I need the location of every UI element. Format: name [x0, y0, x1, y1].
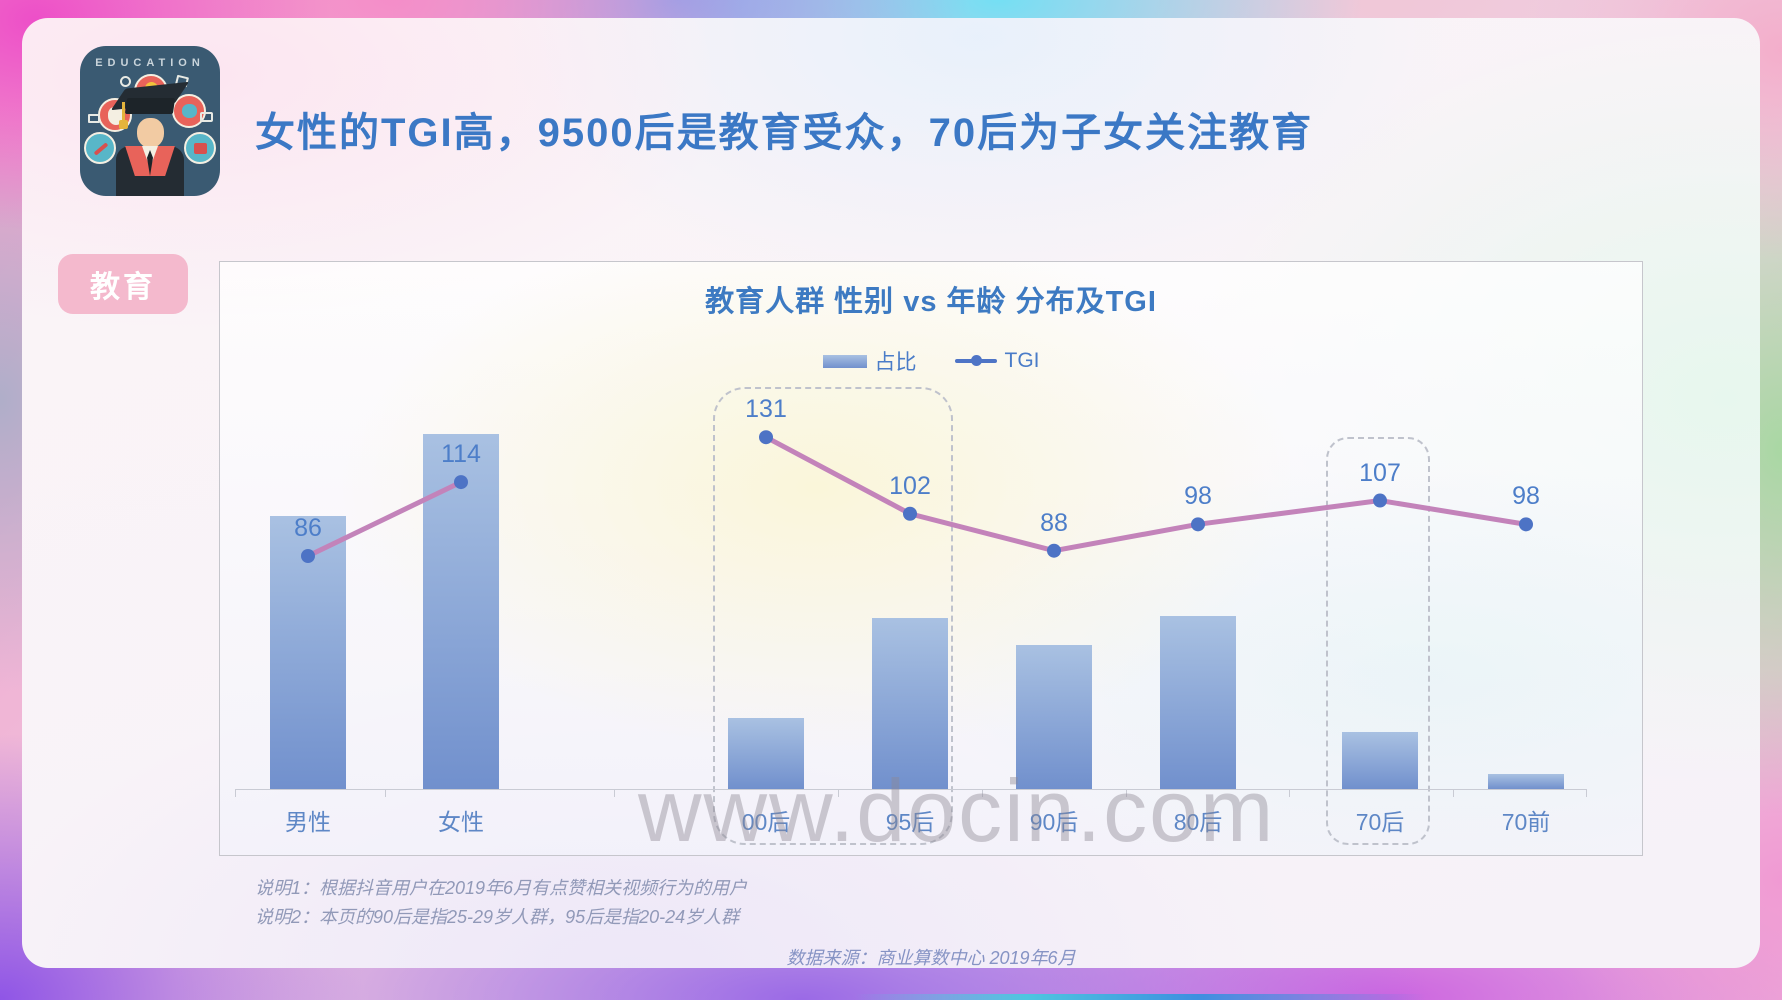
- tgi-value-label-5: 98: [1184, 482, 1212, 511]
- pencil-icon: [84, 132, 116, 164]
- x-label-2: 00后: [741, 809, 791, 835]
- footnote-2: 说明2：本页的90后是指25-29岁人群，95后是指20-24岁人群: [255, 907, 740, 927]
- tgi-dot-5: [1191, 517, 1205, 532]
- axis-tick-3: [613, 789, 615, 797]
- bar-7: [1488, 774, 1564, 789]
- chart-panel: 教育人群 性别 vs 年龄 分布及TGI 占比 TGI 男性 86 女性 114 00后…: [219, 261, 1644, 860]
- bar-4: [1016, 645, 1092, 789]
- chart-legend: 占比 TGI: [220, 346, 1642, 376]
- tgi-value-label-6: 107: [1359, 458, 1401, 487]
- legend-share-label: 占比: [874, 351, 917, 374]
- tgi-value-label-7: 98: [1512, 482, 1540, 511]
- axis-tick-4: [838, 789, 839, 797]
- frame-accent-strip: [855, 994, 1426, 1000]
- app-icon-label: EDUCATION: [95, 57, 205, 69]
- x-label-4: 90后: [1029, 809, 1079, 835]
- legend-item-tgi: TGI: [954, 349, 1040, 373]
- tgi-dot-6: [1373, 493, 1387, 508]
- chat-bubble-icon: [200, 112, 213, 122]
- clock-icon: [120, 76, 131, 87]
- laptop-icon: [88, 114, 100, 123]
- legend-line-swatch: [954, 355, 997, 366]
- highlight-box-1: [1326, 437, 1430, 845]
- axis-tick-2: [384, 789, 386, 797]
- tgi-dot-2: [759, 430, 773, 445]
- axis-tick-1: [1586, 789, 1587, 797]
- education-app-icon: EDUCATION: [80, 46, 220, 196]
- data-source: 数据来源：商业算数中心 2019年6月: [786, 948, 1076, 968]
- legend-item-share: 占比: [822, 346, 917, 376]
- watermark: www.docin.com: [638, 761, 1276, 860]
- x-label-7: 70前: [1501, 809, 1551, 835]
- axis-tick-7: [1289, 789, 1290, 797]
- graduate-face: [137, 118, 164, 148]
- tgi-value-label-3: 102: [889, 471, 931, 500]
- footnote-1: 说明1：根据抖音用户在2019年6月有点赞相关视频行为的用户: [255, 878, 748, 898]
- x-label-3: 95后: [885, 809, 935, 835]
- x-label-0: 男性: [285, 809, 331, 835]
- plot-area: 男性 86 女性 114 00后 131 95后 102 90后 88 80后 98 70后 107 70前…: [220, 262, 1644, 857]
- category-badge: 教育: [58, 254, 188, 314]
- x-label-5: 80后: [1173, 809, 1223, 835]
- tgi-value-label-2: 131: [745, 395, 787, 424]
- book-icon: [184, 132, 216, 164]
- axis-tick-5: [982, 789, 983, 797]
- bar-3: [872, 618, 948, 789]
- tgi-line-chart: [301, 430, 1533, 563]
- tgi-line-segment: [306, 479, 463, 559]
- x-label-1: 女性: [438, 809, 484, 835]
- axis-tick-6: [1126, 789, 1127, 797]
- chart-title: 教育人群 性别 vs 年龄 分布及TGI: [705, 286, 1157, 318]
- tgi-dot-7: [1519, 517, 1533, 532]
- legend-tgi-label: TGI: [1004, 349, 1040, 372]
- page-title: 女性的TGI高，9500后是教育受众，70后为子女关注教育: [255, 111, 1314, 155]
- tgi-dot-4: [1047, 543, 1061, 558]
- axis-tick-8: [1453, 789, 1454, 797]
- bar-2: [728, 718, 804, 789]
- tgi-dot-1: [454, 475, 468, 490]
- bar-6: [1342, 732, 1418, 789]
- tgi-dot-0: [301, 549, 315, 563]
- tgi-value-label-1: 114: [441, 440, 481, 469]
- highlight-box-0: [713, 387, 953, 845]
- legend-bar-swatch: [822, 354, 867, 368]
- x-label-6: 70后: [1355, 809, 1405, 835]
- tgi-value-label-0: 86: [294, 514, 322, 542]
- bar-5: [1160, 616, 1236, 789]
- footnotes: 说明1：根据抖音用户在2019年6月有点赞相关视频行为的用户 说明2：本页的90…: [255, 874, 747, 932]
- tgi-line-segment: [764, 434, 1527, 554]
- content-card: EDUCATION: [22, 18, 1760, 968]
- x-axis: [235, 789, 1587, 790]
- tgi-value-label-4: 88: [1040, 508, 1068, 537]
- tgi-dot-3: [903, 506, 917, 521]
- axis-tick-0: [235, 789, 236, 797]
